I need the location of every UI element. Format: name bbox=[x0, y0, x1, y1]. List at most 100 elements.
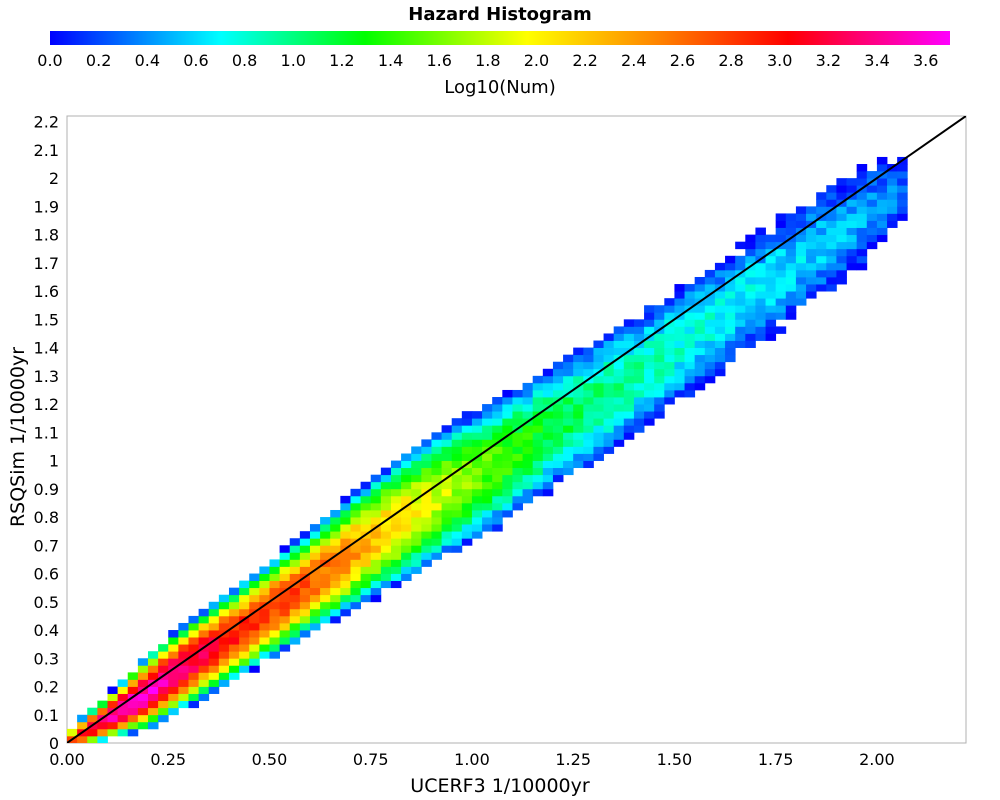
heatmap-cell bbox=[552, 425, 564, 433]
heatmap-cell bbox=[522, 382, 534, 391]
heatmap-cell bbox=[431, 460, 442, 469]
heatmap-cell bbox=[694, 305, 706, 313]
heatmap-cell bbox=[664, 389, 675, 398]
heatmap-cell bbox=[269, 580, 280, 589]
heatmap-cell bbox=[795, 241, 807, 250]
heatmap-cell bbox=[502, 467, 513, 476]
heatmap-cell bbox=[370, 481, 382, 490]
heatmap-cell bbox=[674, 284, 685, 292]
heatmap-cell bbox=[441, 488, 453, 497]
heatmap-cell bbox=[573, 375, 584, 384]
heatmap-cell bbox=[765, 241, 777, 250]
heatmap-cell bbox=[897, 171, 908, 179]
heatmap-cell bbox=[654, 368, 665, 377]
heatmap-cell bbox=[208, 679, 220, 687]
heatmap-cell bbox=[694, 347, 706, 356]
heatmap-cell bbox=[239, 630, 250, 638]
heatmap-cell bbox=[846, 199, 858, 207]
heatmap-cell bbox=[542, 418, 554, 426]
heatmap-cell bbox=[431, 502, 442, 511]
heatmap-cell bbox=[269, 622, 280, 631]
heatmap-cell bbox=[856, 227, 868, 236]
heatmap-cell bbox=[745, 248, 756, 257]
heatmap-cell bbox=[775, 276, 787, 285]
heatmap-cell bbox=[654, 397, 665, 405]
heatmap-cell bbox=[765, 262, 777, 271]
heatmap-cell bbox=[411, 545, 422, 553]
heatmap-cell bbox=[380, 559, 392, 567]
y-axis-ticks: 0 0.1 0.2 0.3 0.4 0.5 0.6 0.7 0.8 0.9 1 1.1 1.2 1.3 1.… bbox=[34, 113, 59, 753]
heatmap-cell bbox=[674, 319, 685, 327]
colorbar-tick-label: 0.6 bbox=[183, 51, 208, 70]
heatmap-cell bbox=[532, 397, 544, 405]
heatmap-cell bbox=[198, 615, 210, 624]
heatmap-cell bbox=[320, 601, 331, 610]
heatmap-cell bbox=[826, 192, 837, 200]
heatmap-cell bbox=[279, 644, 291, 652]
heatmap-cell bbox=[482, 439, 493, 447]
heatmap-cell bbox=[158, 693, 169, 702]
heatmap-cell bbox=[785, 213, 797, 221]
heatmap-cell bbox=[320, 594, 331, 603]
heatmap-cell bbox=[401, 573, 412, 581]
heatmap-cell bbox=[471, 425, 483, 433]
heatmap-cell bbox=[492, 502, 503, 511]
heatmap-cell bbox=[127, 679, 139, 687]
heatmap-cell bbox=[704, 269, 716, 278]
heatmap-cell bbox=[846, 178, 858, 186]
heatmap-cell bbox=[411, 531, 422, 539]
heatmap-cell bbox=[289, 601, 301, 610]
heatmap-cell bbox=[431, 439, 442, 447]
heatmap-cell bbox=[461, 524, 473, 532]
heatmap-cell bbox=[269, 566, 280, 574]
heatmap-cell bbox=[461, 531, 473, 539]
heatmap-cell bbox=[482, 425, 493, 433]
heatmap-cell bbox=[735, 276, 746, 285]
heatmap-cell bbox=[674, 389, 685, 398]
heatmap-cell bbox=[765, 333, 777, 341]
heatmap-cell bbox=[188, 630, 200, 638]
heatmap-cell bbox=[704, 284, 716, 292]
heatmap-cell bbox=[573, 411, 584, 419]
heatmap-cell bbox=[613, 340, 625, 348]
heatmap-cell bbox=[299, 531, 311, 539]
heatmap-cell bbox=[745, 340, 756, 348]
heatmap-cell bbox=[259, 622, 270, 631]
heatmap-cell bbox=[471, 502, 483, 511]
heatmap-cell bbox=[198, 672, 210, 680]
heatmap-cell bbox=[623, 404, 635, 412]
heatmap-cell bbox=[309, 559, 321, 567]
heatmap-cell bbox=[87, 735, 98, 743]
heatmap-cell bbox=[532, 453, 544, 461]
heatmap-cell bbox=[897, 185, 908, 193]
heatmap-cell bbox=[309, 573, 321, 581]
heatmap-cell bbox=[644, 389, 655, 398]
heatmap-cell bbox=[826, 284, 837, 292]
heatmap-cell bbox=[593, 411, 604, 419]
heatmap-cell bbox=[421, 439, 432, 447]
heatmap-cell bbox=[168, 707, 179, 716]
heatmap-cell bbox=[765, 291, 777, 299]
heatmap-cell bbox=[603, 347, 615, 356]
heatmap-cell bbox=[866, 199, 878, 207]
heatmap-cell bbox=[451, 509, 463, 518]
heatmap-cell bbox=[380, 502, 392, 511]
heatmap-cell bbox=[522, 446, 534, 454]
heatmap-cell bbox=[431, 446, 442, 454]
heatmap-cell bbox=[158, 644, 169, 652]
heatmap-cell bbox=[421, 545, 432, 553]
heatmap-cell bbox=[188, 637, 200, 645]
heatmap-cell bbox=[471, 524, 483, 532]
colorbar-tick-label: 1.8 bbox=[475, 51, 500, 70]
heatmap-cell bbox=[482, 418, 493, 426]
x-tick-label: 0.25 bbox=[150, 750, 186, 769]
heatmap-cell bbox=[421, 467, 432, 476]
heatmap-cell bbox=[178, 644, 189, 652]
heatmap-cell bbox=[461, 474, 473, 483]
heatmap-cell bbox=[340, 538, 351, 546]
heatmap-cell bbox=[542, 453, 554, 461]
heatmap-cell bbox=[279, 637, 291, 645]
heatmap-cell bbox=[451, 432, 463, 440]
heatmap-cell bbox=[785, 262, 797, 271]
heatmap-cell bbox=[421, 481, 432, 490]
